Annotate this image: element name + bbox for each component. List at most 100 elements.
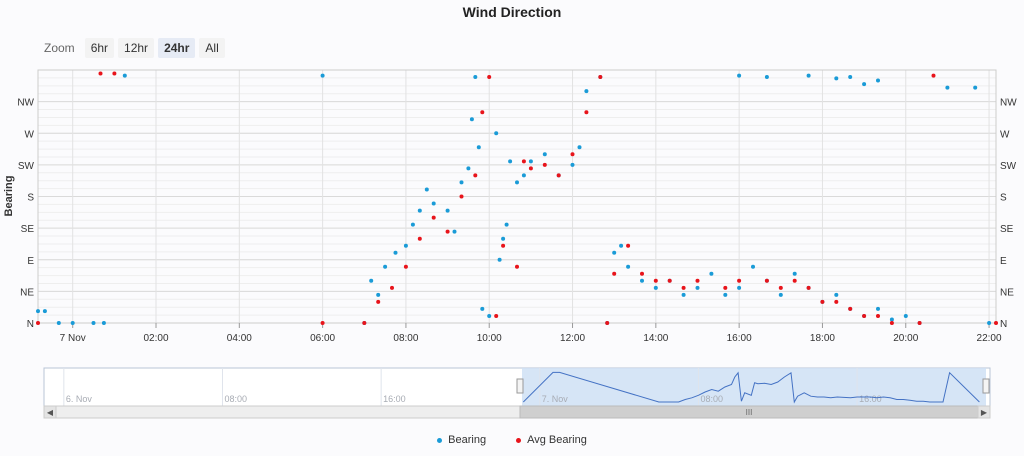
zoom-button-all[interactable]: All bbox=[199, 38, 225, 58]
data-point bbox=[101, 321, 106, 325]
x-tick-label: 02:00 bbox=[143, 333, 168, 344]
navigator-tick-label: 7. Nov bbox=[542, 394, 569, 404]
data-point bbox=[469, 117, 474, 122]
data-point bbox=[848, 75, 853, 79]
data-point bbox=[994, 321, 998, 325]
y-tick-label-right: NW bbox=[1000, 98, 1017, 109]
navigator-handle-right[interactable] bbox=[982, 378, 990, 394]
zoom-label: Zoom bbox=[44, 41, 75, 55]
data-point bbox=[424, 187, 429, 192]
data-point bbox=[945, 85, 950, 90]
data-point bbox=[806, 285, 811, 290]
data-point bbox=[640, 271, 644, 276]
data-point bbox=[876, 78, 880, 83]
data-point bbox=[834, 292, 839, 297]
data-point bbox=[521, 159, 526, 164]
data-point bbox=[36, 309, 40, 314]
data-point bbox=[653, 285, 658, 290]
x-axis: 7 Nov 02:00 04:00 06:00 08:00 10:00 12:00 14:00… bbox=[60, 323, 1002, 344]
y-tick-label-right: E bbox=[1000, 256, 1007, 267]
scroll-right-button[interactable] bbox=[977, 405, 991, 419]
data-point bbox=[778, 285, 783, 290]
data-point bbox=[393, 250, 398, 255]
zoom-button-12hr[interactable]: 12hr bbox=[118, 38, 155, 58]
data-point bbox=[792, 278, 797, 283]
data-point bbox=[903, 314, 908, 318]
data-point bbox=[570, 162, 575, 167]
navigator-handle-left[interactable] bbox=[516, 378, 524, 394]
navigator[interactable]: 6. Nov 08:00 16:00 7. Nov 08:00 16:00 III ◀ ▶ bbox=[43, 367, 991, 419]
data-point bbox=[862, 82, 867, 87]
data-point bbox=[473, 173, 478, 178]
legend-avg-bearing-label: Avg Bearing bbox=[527, 434, 587, 446]
y-tick-label-left: NW bbox=[17, 98, 34, 109]
data-point bbox=[459, 194, 464, 199]
data-point bbox=[653, 278, 658, 283]
series-avg-bearing bbox=[36, 71, 998, 325]
legend: Bearing Avg Bearing bbox=[0, 434, 1024, 446]
zoom-button-24hr[interactable]: 24hr bbox=[158, 38, 196, 58]
data-point bbox=[480, 110, 485, 115]
x-tick-label: 7 Nov bbox=[60, 333, 86, 344]
data-point bbox=[598, 75, 603, 79]
legend-item-bearing[interactable]: Bearing bbox=[437, 434, 486, 446]
navigator-labels: 6. Nov 08:00 16:00 7. Nov 08:00 16:00 bbox=[63, 368, 882, 406]
data-point bbox=[584, 89, 589, 94]
data-point bbox=[504, 222, 509, 227]
data-point bbox=[369, 278, 374, 283]
y-tick-label-right: N bbox=[1000, 319, 1007, 330]
data-point bbox=[848, 306, 853, 311]
data-point bbox=[876, 306, 880, 311]
data-point bbox=[737, 73, 742, 78]
series-bearing bbox=[36, 73, 992, 325]
data-point bbox=[605, 321, 610, 325]
data-point bbox=[723, 285, 728, 290]
data-point bbox=[737, 285, 742, 290]
x-tick-label: 22:00 bbox=[977, 333, 1002, 344]
navigator-tick-label: 16:00 bbox=[383, 394, 406, 404]
plot-border bbox=[37, 69, 997, 324]
data-point bbox=[556, 173, 561, 178]
data-point bbox=[98, 71, 103, 76]
navigator-tick-label: 16:00 bbox=[859, 394, 882, 404]
y-tick-label-left: S bbox=[27, 193, 34, 204]
data-point bbox=[431, 215, 436, 220]
data-point bbox=[640, 278, 644, 283]
data-point bbox=[889, 321, 894, 325]
data-point bbox=[626, 264, 631, 269]
legend-item-avg-bearing[interactable]: Avg Bearing bbox=[516, 434, 587, 446]
y-tick-label-left: N bbox=[27, 319, 34, 330]
data-point bbox=[751, 264, 755, 269]
y-tick-label-left: NE bbox=[20, 287, 34, 298]
y-tick-label-right: W bbox=[1000, 129, 1010, 140]
data-point bbox=[122, 73, 127, 78]
scroll-left-button[interactable] bbox=[43, 405, 57, 419]
data-point bbox=[681, 285, 686, 290]
data-point bbox=[515, 180, 519, 185]
data-point bbox=[695, 285, 700, 290]
wind-direction-chart: N N NE NE E E SE SE S S SW SW W W NW NW 7 Nov 02:00 04:00… bbox=[3, 69, 1017, 419]
data-point bbox=[515, 264, 519, 269]
data-point bbox=[376, 292, 381, 297]
data-point bbox=[917, 321, 922, 325]
zoom-button-6hr[interactable]: 6hr bbox=[84, 38, 115, 58]
data-point bbox=[445, 208, 450, 213]
data-point bbox=[834, 76, 839, 81]
data-point bbox=[528, 159, 533, 164]
data-point bbox=[320, 321, 325, 325]
plot-grid bbox=[38, 69, 996, 324]
x-tick-label: 12:00 bbox=[560, 333, 585, 344]
data-point bbox=[723, 292, 728, 297]
data-point bbox=[709, 271, 714, 276]
x-tick-label: 18:00 bbox=[810, 333, 835, 344]
legend-avg-bearing-dot bbox=[516, 437, 522, 443]
data-point bbox=[626, 243, 631, 248]
navigator-tick-label: 6. Nov bbox=[66, 394, 93, 404]
data-point bbox=[695, 278, 700, 283]
chevron-right-icon: ▶ bbox=[981, 408, 988, 417]
data-point bbox=[383, 264, 388, 269]
data-point bbox=[619, 243, 624, 248]
data-point bbox=[501, 236, 506, 241]
data-point bbox=[542, 152, 547, 157]
y-tick-label-left: E bbox=[27, 256, 34, 267]
